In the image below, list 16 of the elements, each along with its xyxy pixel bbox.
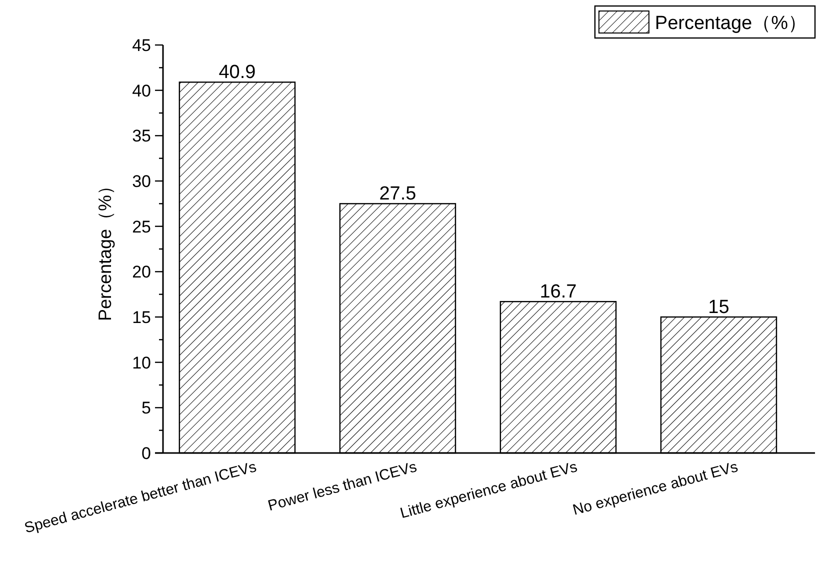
y-tick-label: 45	[132, 36, 151, 55]
y-tick-label: 20	[132, 262, 151, 282]
legend: Percentage（%）	[594, 5, 816, 39]
y-tick-label: 35	[132, 126, 151, 146]
y-tick-label: 40	[132, 81, 151, 100]
y-axis-title: Percentage（%）	[95, 176, 115, 322]
y-tick-label: 30	[132, 172, 151, 191]
legend-label: Percentage（%）	[654, 13, 807, 34]
y-tick-label: 5	[142, 398, 151, 418]
y-tick-label: 25	[132, 217, 151, 236]
data-label: 16.7	[540, 282, 577, 303]
y-tick-label: 10	[132, 353, 151, 372]
data-label: 27.5	[379, 184, 416, 205]
data-label: 40.9	[218, 62, 256, 84]
y-tick-label: 15	[132, 308, 151, 327]
data-label: 15	[708, 297, 730, 318]
